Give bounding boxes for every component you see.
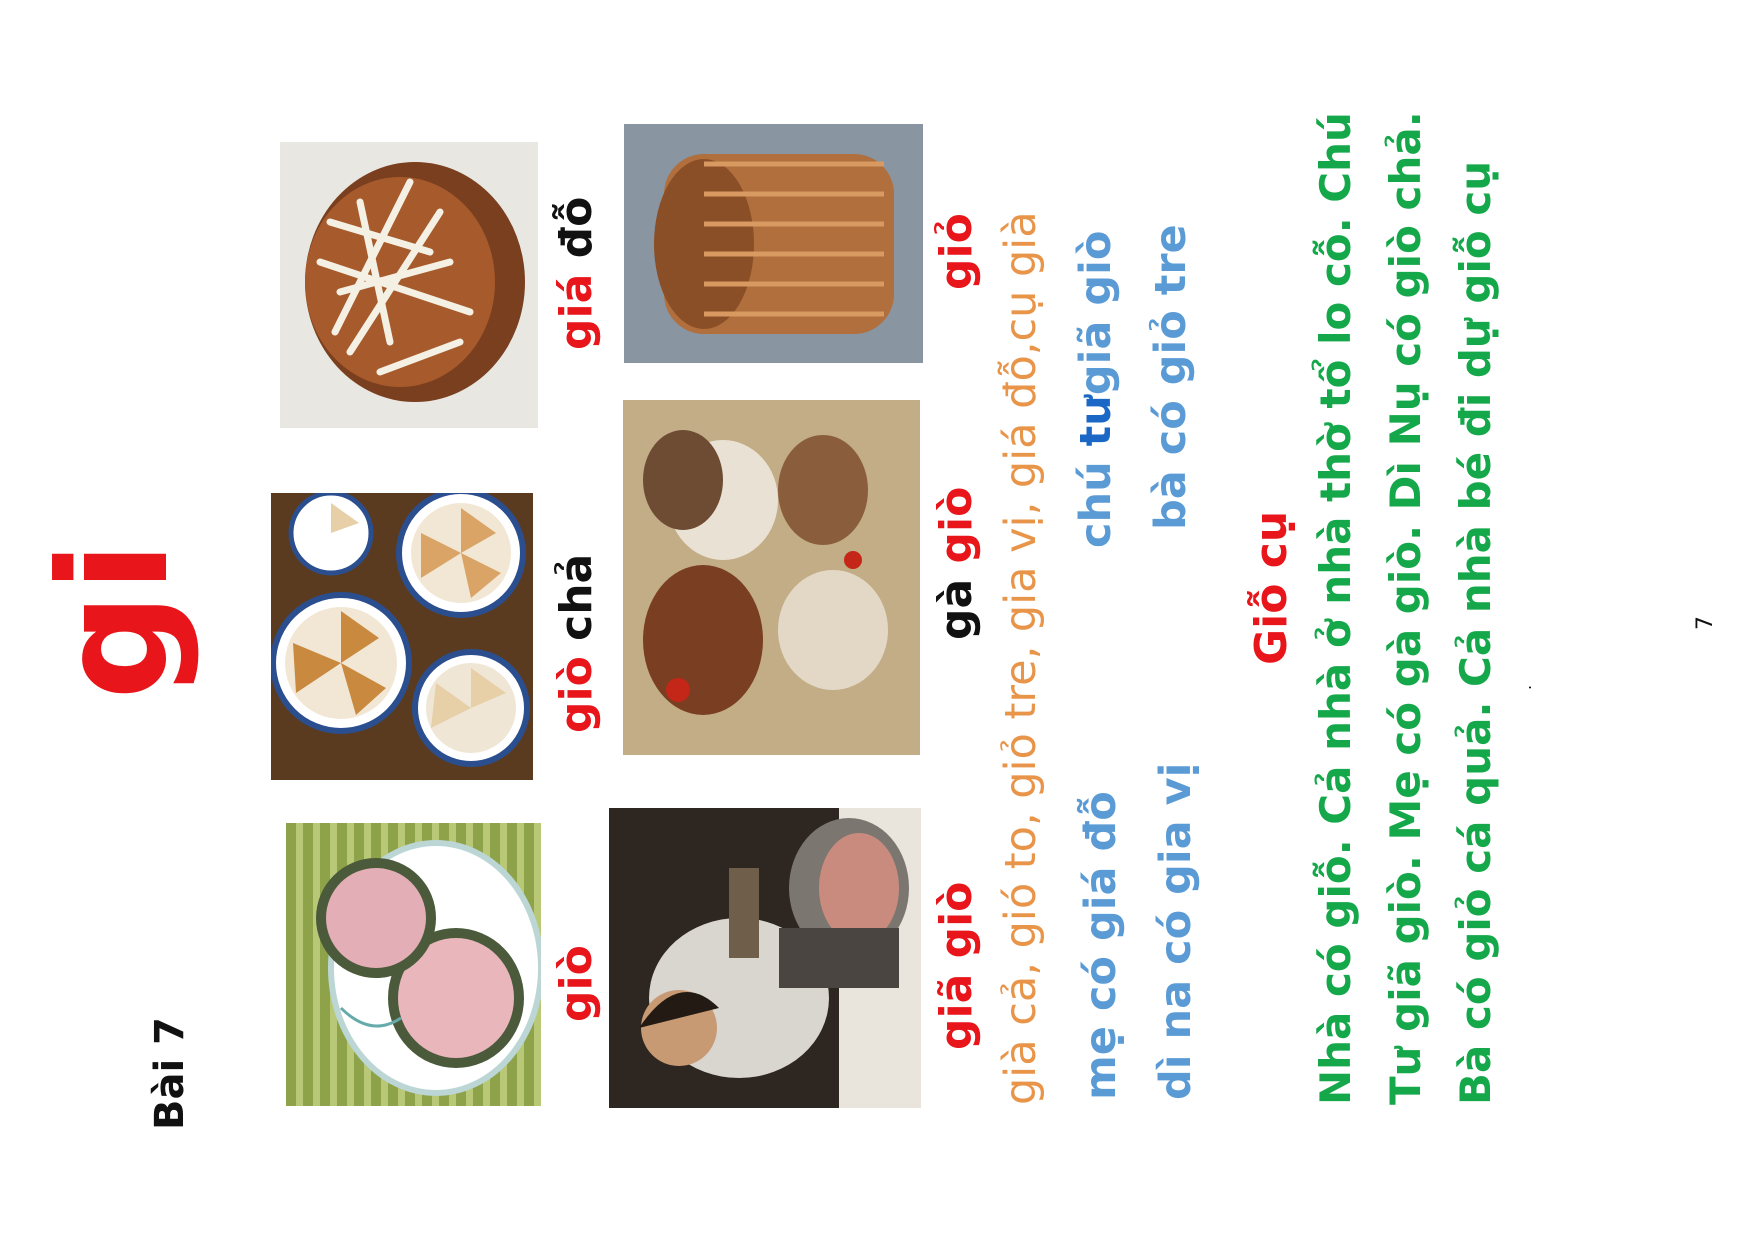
story-line-2: Tư giã giò. Mẹ có gà giò. Dì Nụ có giò c… bbox=[1381, 111, 1430, 1105]
word-gio-cha: giò chả bbox=[551, 554, 602, 733]
phrase-ba-co-gio-tre: bà có giỏ tre bbox=[1146, 224, 1196, 530]
word-gia-do: giá đỗ bbox=[551, 197, 602, 350]
story-title: Giỗ cụ bbox=[1246, 510, 1297, 665]
word-gia-gio-part1: giã bbox=[931, 973, 982, 1050]
man-pounding-image bbox=[609, 808, 921, 1108]
letter-title: gi bbox=[28, 541, 202, 700]
word-gia-gio-part2: giò bbox=[931, 881, 982, 974]
gio-roll-image bbox=[286, 823, 541, 1106]
word-gio-cha-part2: chả bbox=[551, 553, 602, 657]
word-gia-do-part2: đỗ bbox=[551, 196, 602, 274]
word-ga-gio-part2: giò bbox=[931, 486, 982, 564]
word-gio-cha-part1: giò bbox=[551, 656, 602, 733]
word-ga-gio: gà giò bbox=[931, 487, 982, 640]
word-gio-basket: giỏ bbox=[931, 213, 982, 290]
phrase-chu-tu-gia-gio: chú tưgiã giò bbox=[1071, 231, 1121, 548]
story-line-3: Bà có giỏ cá quả. Cả nhà bé đi dự giỗ cụ bbox=[1451, 160, 1500, 1105]
page-number: 7 bbox=[1693, 616, 1718, 630]
word-ga-gio-part1: gà bbox=[931, 563, 982, 640]
gio-cha-image bbox=[271, 493, 533, 780]
phrase-di-na-co-gia-vi: dì na có gia vị bbox=[1151, 762, 1201, 1100]
story-line-1: Nhà có giỗ. Cả nhà ở nhà thờ tổ lo cỗ. C… bbox=[1311, 112, 1360, 1105]
phrase-tu: tư bbox=[1071, 395, 1121, 447]
chickens-image bbox=[623, 400, 920, 755]
phrase-chu: chú bbox=[1071, 446, 1121, 548]
vocab-line: già cả, gió to, giỏ tre, gia vị, giá đỗ,… bbox=[996, 211, 1046, 1105]
phrase-gia-gio: giã giò bbox=[1071, 230, 1121, 396]
stray-dot: . bbox=[1516, 684, 1535, 690]
word-gio-text: giò bbox=[551, 945, 602, 1022]
word-gia-do-part1: giá bbox=[551, 273, 602, 350]
lesson-label: Bài 7 bbox=[147, 1017, 193, 1130]
word-gia-gio: giã giò bbox=[931, 882, 982, 1050]
gia-do-image bbox=[280, 142, 538, 428]
phrase-me-co-gia-do: mẹ có giá đỗ bbox=[1076, 791, 1126, 1100]
word-gio: giò bbox=[551, 945, 602, 1022]
word-gio-basket-text: giỏ bbox=[931, 213, 982, 290]
basket-image bbox=[624, 124, 923, 363]
